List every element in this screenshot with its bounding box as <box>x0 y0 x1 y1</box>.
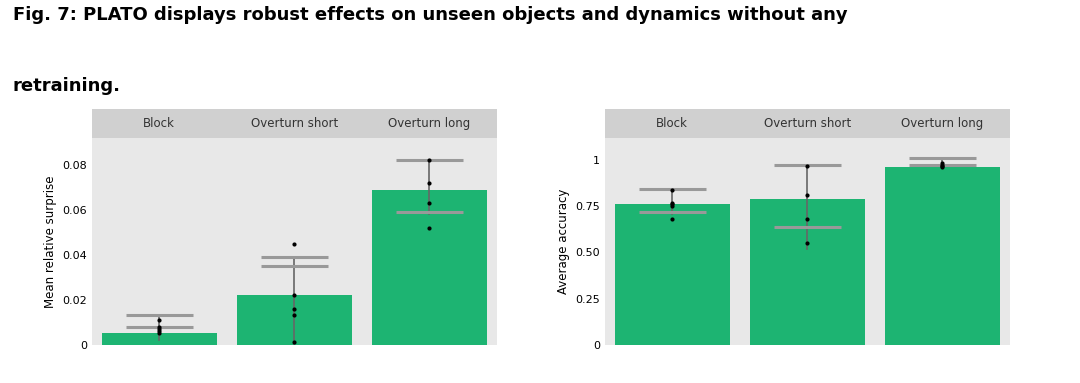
Bar <box>372 190 487 345</box>
Point <box>663 203 681 209</box>
Point <box>151 326 168 332</box>
Text: Block: Block <box>144 117 175 130</box>
Point <box>421 225 438 231</box>
Point <box>799 216 816 222</box>
Point <box>285 339 302 345</box>
Bar <box>615 205 730 345</box>
Bar <box>750 199 865 345</box>
Point <box>799 192 816 198</box>
Text: Overturn short: Overturn short <box>251 117 338 130</box>
Text: retraining.: retraining. <box>13 77 121 95</box>
Point <box>285 313 302 319</box>
Text: Overturn long: Overturn long <box>901 117 984 130</box>
Point <box>663 201 681 208</box>
Point <box>663 216 681 222</box>
Point <box>285 241 302 247</box>
Point <box>421 180 438 186</box>
Text: Overturn short: Overturn short <box>764 117 851 130</box>
Point <box>421 200 438 206</box>
Point <box>285 306 302 312</box>
Bar <box>237 295 352 345</box>
Point <box>663 200 681 206</box>
Point <box>799 162 816 169</box>
Y-axis label: Average accuracy: Average accuracy <box>556 188 569 294</box>
Point <box>151 324 168 330</box>
Point <box>799 240 816 246</box>
Point <box>151 331 168 337</box>
Y-axis label: Mean relative surprise: Mean relative surprise <box>43 175 56 308</box>
Point <box>663 187 681 193</box>
Text: Overturn long: Overturn long <box>388 117 471 130</box>
Point <box>151 328 168 334</box>
Point <box>933 162 951 168</box>
Text: Fig. 7: PLATO displays robust effects on unseen objects and dynamics without any: Fig. 7: PLATO displays robust effects on… <box>13 6 848 24</box>
Text: Block: Block <box>657 117 688 130</box>
Point <box>285 292 302 298</box>
Point <box>933 162 951 169</box>
Bar <box>885 167 1000 345</box>
Point <box>933 164 951 170</box>
Point <box>933 160 951 166</box>
Point <box>421 157 438 164</box>
Bar <box>102 334 217 345</box>
Point <box>151 317 168 323</box>
